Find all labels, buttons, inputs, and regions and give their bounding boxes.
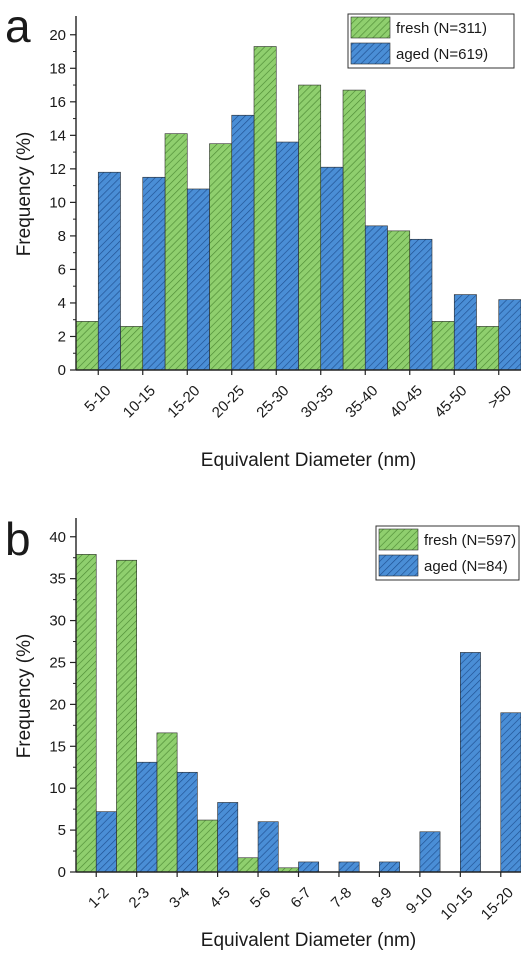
x-tick-label: 7-8 — [328, 884, 355, 911]
x-tick-label: 4-5 — [206, 884, 233, 911]
bar-fresh-2025 — [209, 143, 233, 371]
bar-aged-50 — [498, 299, 521, 371]
y-tick-label: 40 — [49, 529, 66, 546]
bar-fresh-510 — [75, 321, 99, 371]
x-tick-label: >50 — [485, 382, 515, 412]
bar-aged-3540 — [364, 225, 388, 371]
legend: fresh (N=311) aged (N=619) — [347, 13, 515, 69]
y-tick-label: 10 — [49, 780, 66, 797]
x-tick-label: 3-4 — [166, 884, 193, 911]
y-tick-label: 12 — [49, 161, 66, 178]
y-tick-label: 15 — [49, 738, 66, 755]
x-axis-title: Equivalent Diameter (nm) — [201, 450, 416, 471]
x-tick-label: 10-15 — [437, 884, 476, 923]
bar-fresh-1520 — [164, 133, 188, 371]
x-tick-label: 30-35 — [298, 382, 337, 421]
bar-fresh-12 — [75, 554, 97, 873]
bar-aged-23 — [136, 761, 158, 873]
x-tick-label: 10-15 — [120, 382, 159, 421]
y-axis-title: Frequency (%) — [14, 634, 35, 759]
panel-letter: a — [5, 0, 31, 52]
y-tick-label: 0 — [58, 362, 66, 379]
bar-aged-1520 — [500, 712, 521, 873]
x-tick-label: 35-40 — [342, 382, 381, 421]
bar-aged-910 — [419, 831, 441, 873]
y-tick-label: 20 — [49, 696, 66, 713]
x-tick-label: 20-25 — [209, 382, 248, 421]
bar-aged-3035 — [320, 166, 344, 371]
x-tick-label: 45-50 — [431, 382, 470, 421]
bar-aged-1015 — [460, 652, 481, 873]
y-tick-label: 25 — [49, 654, 66, 671]
y-tick-label: 16 — [49, 94, 66, 111]
bar-fresh-4550 — [431, 321, 455, 371]
chart-panel-b: b 0 5 10 15 20 25 30 35 40 1-2 2-3 3-4 4-5 5-6 6-7 7-8 8-… — [5, 513, 521, 951]
bar-aged-4045 — [409, 238, 433, 371]
legend-swatch-aged — [378, 554, 419, 577]
bar-aged-12 — [95, 811, 117, 873]
x-axis-title: Equivalent Diameter (nm) — [201, 930, 416, 951]
bar-aged-510 — [97, 171, 121, 371]
bar-aged-2530 — [275, 141, 299, 371]
x-tick-label: 15-20 — [478, 884, 517, 923]
bar-fresh-23 — [116, 559, 137, 873]
bar-fresh-3540 — [342, 89, 366, 371]
x-tick-label: 5-6 — [247, 884, 274, 911]
x-tick-label: 6-7 — [287, 884, 314, 911]
bar-fresh-4045 — [387, 230, 411, 371]
legend-label-fresh: fresh (N=311) — [396, 20, 487, 37]
bar-fresh-34 — [156, 732, 178, 873]
bar-aged-67 — [298, 861, 320, 873]
y-tick-label: 14 — [49, 127, 66, 144]
bar-fresh-2530 — [253, 46, 277, 371]
y-tick-label: 0 — [58, 864, 66, 881]
legend-swatch-fresh — [350, 16, 391, 39]
bar-aged-1520 — [186, 188, 210, 371]
bar-fresh-56 — [237, 857, 259, 873]
bar-aged-56 — [257, 821, 279, 873]
y-tick-label: 20 — [49, 27, 66, 44]
legend: fresh (N=597) aged (N=84) — [375, 525, 520, 581]
x-tick-label: 40-45 — [387, 382, 426, 421]
panel-letter: b — [5, 513, 31, 565]
bar-aged-2025 — [231, 114, 255, 371]
y-tick-label: 5 — [58, 822, 66, 839]
y-tick-label: 10 — [49, 194, 66, 211]
bar-fresh-3035 — [298, 84, 322, 371]
x-tick-label: 5-10 — [81, 382, 114, 415]
y-tick-label: 30 — [49, 613, 66, 630]
chart-panel-a: a 0 2 4 6 8 10 12 14 16 18 20 5-10 10-15 15-20 20-25 25-… — [5, 0, 521, 471]
y-axis-title: Frequency (%) — [14, 132, 35, 257]
x-tick-label: 8-9 — [368, 884, 395, 911]
y-tick-label: 2 — [58, 328, 66, 345]
y-tick-label: 6 — [58, 261, 66, 278]
x-tick-label: 2-3 — [126, 884, 153, 911]
bar-aged-78 — [338, 861, 360, 873]
x-tick-label: 1-2 — [85, 884, 112, 911]
y-tick-label: 35 — [49, 571, 66, 588]
legend-swatch-fresh — [378, 528, 419, 551]
x-tick-label: 9-10 — [403, 884, 436, 917]
legend-label-aged: aged (N=619) — [396, 46, 488, 63]
legend-label-fresh: fresh (N=597) — [424, 532, 516, 549]
legend-swatch-aged — [350, 42, 391, 65]
bar-aged-45 — [217, 802, 239, 873]
bar-fresh-50 — [476, 326, 500, 371]
y-tick-label: 18 — [49, 60, 66, 77]
x-tick-label: 25-30 — [253, 382, 292, 421]
bar-fresh-45 — [197, 819, 218, 873]
y-tick-label: 4 — [58, 295, 66, 312]
bar-aged-89 — [379, 861, 400, 873]
y-tick-label: 8 — [58, 228, 66, 245]
legend-label-aged: aged (N=84) — [424, 558, 508, 575]
bar-fresh-1015 — [120, 326, 144, 371]
bar-aged-34 — [176, 771, 198, 873]
bar-aged-1015 — [142, 176, 166, 371]
x-tick-label: 15-20 — [164, 382, 203, 421]
bar-aged-4550 — [453, 294, 477, 371]
